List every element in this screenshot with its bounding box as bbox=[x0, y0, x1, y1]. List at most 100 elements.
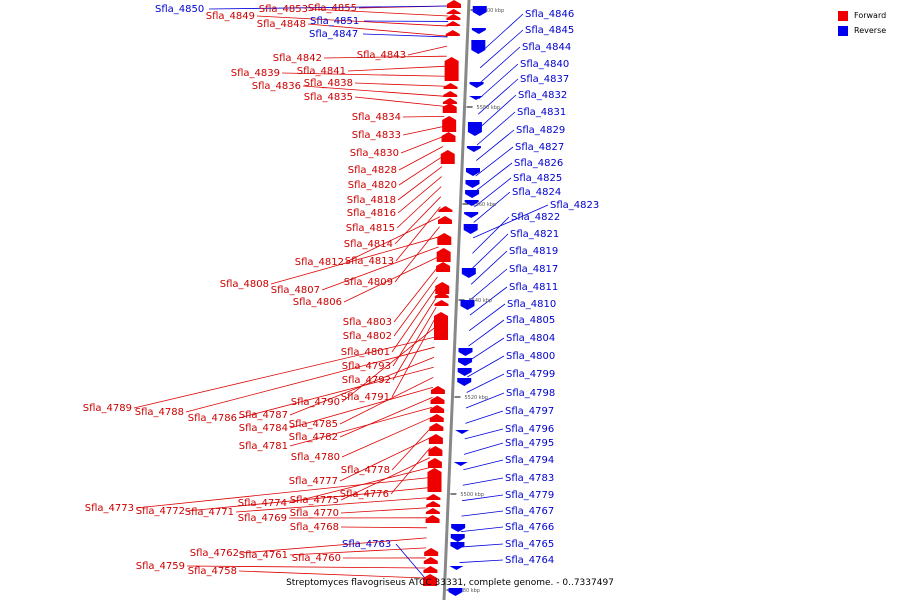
genome-caption: Streptomyces flavogriseus ATCC 33331, co… bbox=[286, 578, 614, 588]
genome-axis: 5600 kbp 5580 kbp 5560 kbp 5540 kbp 5520 kbp… bbox=[442, 0, 504, 600]
leader-line-reverse bbox=[469, 286, 508, 316]
scale-tick-label: 5480 kbp bbox=[456, 588, 480, 594]
leader-line-forward bbox=[397, 176, 442, 214]
leader-line-forward bbox=[393, 266, 439, 323]
leader-line-forward bbox=[321, 246, 439, 291]
leader-line-forward bbox=[393, 276, 438, 337]
leader-line-reverse bbox=[459, 559, 504, 563]
gene-label-reverse: Sfla_4831 bbox=[517, 107, 566, 118]
reverse-swatch bbox=[838, 25, 848, 36]
reverse-gene-glyph bbox=[471, 28, 486, 34]
reverse-gene-glyph bbox=[465, 180, 480, 188]
gene-label-forward: Sfla_4785 bbox=[289, 419, 338, 430]
leader-line-reverse bbox=[480, 13, 524, 53]
gene-label-reverse: Sfla_4798 bbox=[506, 388, 555, 399]
scale-tick-label: 5540 kbp bbox=[469, 298, 493, 304]
gene-label-forward: Sfla_4792 bbox=[342, 375, 391, 386]
gene-label-reverse: Sfla_4805 bbox=[506, 315, 555, 326]
gene-label-forward: Sfla_4849 bbox=[206, 11, 255, 22]
forward-gene-glyph bbox=[446, 14, 461, 20]
leader-line-forward bbox=[185, 346, 435, 413]
forward-swatch bbox=[838, 10, 848, 21]
leader-line-reverse bbox=[476, 129, 515, 161]
reverse-gene-glyph bbox=[458, 348, 473, 356]
legend-reverse-label: Reverse bbox=[854, 26, 887, 35]
leader-line-forward bbox=[402, 115, 445, 118]
forward-gene-glyph bbox=[426, 501, 441, 507]
leader-line-reverse bbox=[463, 459, 504, 471]
forward-gene-glyph bbox=[434, 312, 448, 340]
axis-line bbox=[442, 0, 471, 600]
leader-line-reverse bbox=[479, 29, 524, 69]
gene-label-reverse: Sfla_4846 bbox=[525, 9, 574, 20]
leader-line-reverse bbox=[470, 250, 508, 285]
leader-line-forward bbox=[341, 326, 436, 403]
gene-label-forward: Sfla_4814 bbox=[344, 239, 393, 250]
forward-gene-glyph bbox=[424, 548, 439, 556]
gene-label-reverse: Sfla_4829 bbox=[516, 125, 565, 136]
leader-line-forward bbox=[339, 397, 433, 438]
legend-reverse: Reverse bbox=[838, 24, 886, 37]
leader-line-forward bbox=[235, 497, 429, 513]
gene-label-forward: Sfla_4816 bbox=[347, 208, 396, 219]
gene-label-forward: Sfla_4787 bbox=[239, 410, 288, 421]
reverse-gene-glyph bbox=[451, 524, 466, 532]
gene-label-forward: Sfla_4784 bbox=[239, 423, 288, 434]
scale-tick-label: 5560 kbp bbox=[473, 202, 497, 208]
gene-label-reverse: Sfla_4827 bbox=[515, 142, 564, 153]
leader-line-reverse bbox=[464, 428, 504, 440]
leader-line-forward bbox=[343, 256, 439, 303]
gene-label-forward: Sfla_4786 bbox=[188, 413, 237, 424]
leader-line-forward bbox=[289, 547, 427, 556]
forward-gene-glyph bbox=[423, 574, 438, 586]
forward-gene-glyph bbox=[428, 434, 443, 444]
gene-label-forward: Sfla_4835 bbox=[304, 92, 353, 103]
gene-label-reverse: Sfla_4823 bbox=[550, 200, 599, 211]
gene-label-forward: Sfla_4771 bbox=[185, 507, 234, 518]
gene-label-reverse: Sfla_4845 bbox=[525, 25, 574, 36]
gene-label-reverse: Sfla_4817 bbox=[509, 264, 558, 275]
gene-label-forward: Sfla_4842 bbox=[273, 53, 322, 64]
forward-gene-glyph bbox=[440, 150, 455, 164]
leader-line-forward bbox=[391, 427, 432, 471]
gene-label-reverse: Sfla_4795 bbox=[505, 438, 554, 449]
forward-gene-glyph bbox=[442, 98, 457, 104]
leader-line-reverse bbox=[470, 268, 508, 301]
leader-line-forward bbox=[133, 336, 436, 409]
gene-label-forward: Sfla_4828 bbox=[348, 165, 397, 176]
forward-gene-glyph bbox=[442, 116, 457, 132]
gene-label-forward: Sfla_4768 bbox=[290, 522, 339, 533]
leader-line-reverse bbox=[460, 543, 504, 548]
gene-label-forward: Sfla_4793 bbox=[342, 361, 391, 372]
leader-line-forward bbox=[238, 366, 434, 419]
forward-gene-glyph bbox=[429, 414, 444, 422]
scale-tick-label: 5500 kbp bbox=[460, 492, 484, 498]
leader-line-forward bbox=[390, 447, 431, 495]
gene-label-forward: Sfla_4758 bbox=[188, 566, 237, 577]
forward-gene-glyph bbox=[443, 83, 458, 89]
gene-label-forward: Sfla_4841 bbox=[297, 66, 346, 77]
leader-line-forward bbox=[392, 296, 437, 367]
gene-label-forward: Sfla_4809 bbox=[344, 277, 393, 288]
leader-line-forward bbox=[397, 166, 443, 201]
reverse-gene-glyph bbox=[450, 542, 465, 550]
leader-line-forward bbox=[288, 467, 430, 504]
gene-label-forward: Sfla_4838 bbox=[304, 78, 353, 89]
leader-line-reverse bbox=[472, 216, 510, 254]
gene-labels: Sfla_4855Sfla_4853Sfla_4849Sfla_4848Sfla… bbox=[83, 3, 599, 577]
gene-label-forward: Sfla_4808 bbox=[220, 279, 269, 290]
gene-label-forward: Sfla_4760 bbox=[292, 553, 341, 564]
leader-line-reverse bbox=[466, 373, 505, 393]
leader-line-reverse bbox=[475, 146, 514, 177]
gene-label-reverse: Sfla_4825 bbox=[513, 173, 562, 184]
gene-label-forward: Sfla_4848 bbox=[257, 19, 306, 30]
gene-label-reverse: Sfla_4840 bbox=[520, 59, 569, 70]
gene-label-forward: Sfla_4774 bbox=[238, 498, 287, 509]
gene-label-forward: Sfla_4788 bbox=[135, 407, 184, 418]
forward-gene-glyph bbox=[429, 423, 444, 431]
gene-label-forward: Sfla_4833 bbox=[352, 130, 401, 141]
leader-line-forward bbox=[394, 196, 442, 245]
gene-label-forward: Sfla_4770 bbox=[290, 508, 339, 519]
leader-line-forward bbox=[323, 55, 447, 59]
reverse-gene-glyph bbox=[469, 82, 484, 88]
